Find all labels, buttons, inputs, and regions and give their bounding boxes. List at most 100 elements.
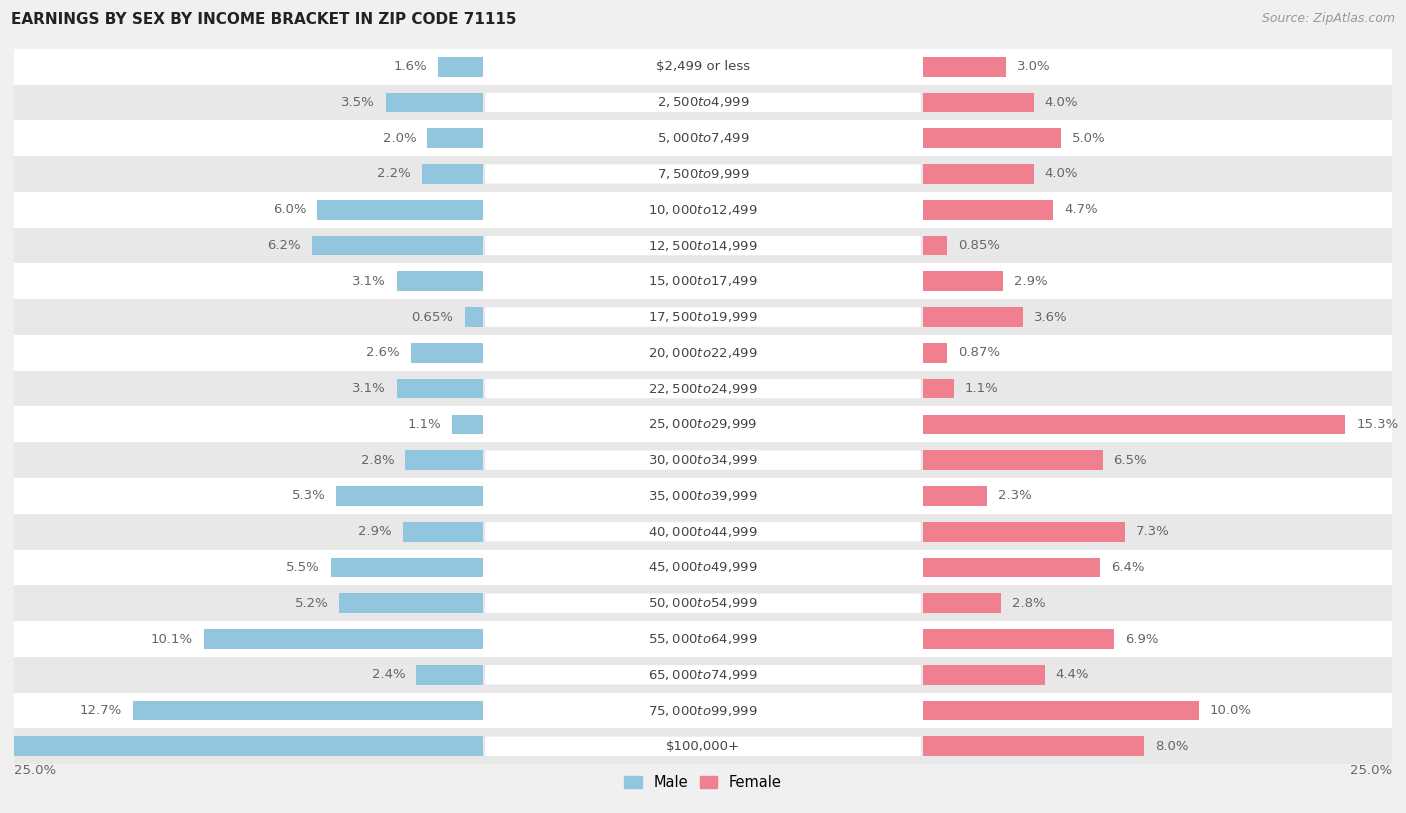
Text: 1.1%: 1.1% <box>965 382 998 395</box>
Text: $25,000 to $29,999: $25,000 to $29,999 <box>648 417 758 432</box>
Bar <box>14 85 1392 120</box>
Text: $40,000 to $44,999: $40,000 to $44,999 <box>648 524 758 539</box>
Bar <box>318 200 482 220</box>
FancyBboxPatch shape <box>485 307 921 327</box>
Bar <box>14 49 1392 85</box>
Text: 1.6%: 1.6% <box>394 60 427 73</box>
FancyBboxPatch shape <box>485 593 921 613</box>
Bar <box>14 514 1392 550</box>
Text: 2.0%: 2.0% <box>382 132 416 145</box>
Text: 5.5%: 5.5% <box>287 561 321 574</box>
FancyBboxPatch shape <box>485 415 921 434</box>
FancyBboxPatch shape <box>485 236 921 255</box>
Text: 10.0%: 10.0% <box>1211 704 1253 717</box>
Text: 6.0%: 6.0% <box>273 203 307 216</box>
Bar <box>416 665 482 685</box>
Text: 5.0%: 5.0% <box>1073 132 1107 145</box>
Bar <box>924 128 1062 148</box>
Bar <box>330 558 482 577</box>
Text: 2.3%: 2.3% <box>998 489 1032 502</box>
Text: 4.4%: 4.4% <box>1056 668 1090 681</box>
Bar <box>453 415 482 434</box>
Text: 0.65%: 0.65% <box>412 311 454 324</box>
FancyBboxPatch shape <box>485 57 921 76</box>
Text: $50,000 to $54,999: $50,000 to $54,999 <box>648 596 758 611</box>
Bar <box>924 236 946 255</box>
Text: 10.1%: 10.1% <box>150 633 193 646</box>
Text: $5,000 to $7,499: $5,000 to $7,499 <box>657 131 749 146</box>
Text: 4.0%: 4.0% <box>1045 167 1078 180</box>
Bar <box>14 371 1392 406</box>
Text: $7,500 to $9,999: $7,500 to $9,999 <box>657 167 749 181</box>
Text: $15,000 to $17,499: $15,000 to $17,499 <box>648 274 758 289</box>
Bar <box>924 701 1199 720</box>
Text: 5.3%: 5.3% <box>291 489 325 502</box>
Bar <box>924 343 948 363</box>
Bar <box>396 272 482 291</box>
Text: $17,500 to $19,999: $17,500 to $19,999 <box>648 310 758 324</box>
Bar <box>132 701 482 720</box>
FancyBboxPatch shape <box>485 701 921 720</box>
Text: 2.2%: 2.2% <box>377 167 411 180</box>
Bar <box>14 263 1392 299</box>
Text: 25.0%: 25.0% <box>14 764 56 777</box>
Text: 2.8%: 2.8% <box>1012 597 1045 610</box>
FancyBboxPatch shape <box>485 486 921 506</box>
Text: 3.5%: 3.5% <box>342 96 375 109</box>
Bar <box>924 522 1125 541</box>
Bar <box>924 629 1114 649</box>
Bar <box>439 57 482 76</box>
Bar <box>339 593 482 613</box>
Legend: Male, Female: Male, Female <box>619 770 787 796</box>
Text: 15.3%: 15.3% <box>1357 418 1399 431</box>
Bar <box>14 693 1392 728</box>
Bar <box>14 120 1392 156</box>
Bar <box>924 486 987 506</box>
Text: 25.0%: 25.0% <box>1350 764 1392 777</box>
FancyBboxPatch shape <box>485 522 921 541</box>
Text: $2,499 or less: $2,499 or less <box>657 60 749 73</box>
Text: $35,000 to $39,999: $35,000 to $39,999 <box>648 489 758 503</box>
Bar <box>14 621 1392 657</box>
Text: 4.7%: 4.7% <box>1064 203 1098 216</box>
Text: 3.1%: 3.1% <box>353 275 387 288</box>
FancyBboxPatch shape <box>485 272 921 291</box>
Text: $100,000+: $100,000+ <box>666 740 740 753</box>
Bar <box>924 450 1102 470</box>
Text: $22,500 to $24,999: $22,500 to $24,999 <box>648 381 758 396</box>
FancyBboxPatch shape <box>485 200 921 220</box>
Bar <box>411 343 482 363</box>
Text: 3.1%: 3.1% <box>353 382 387 395</box>
FancyBboxPatch shape <box>485 450 921 470</box>
Bar <box>14 657 1392 693</box>
Bar <box>336 486 482 506</box>
Text: 2.6%: 2.6% <box>366 346 399 359</box>
Bar <box>924 57 1007 76</box>
Bar <box>14 442 1392 478</box>
Text: 4.0%: 4.0% <box>1045 96 1078 109</box>
Bar <box>14 728 1392 764</box>
Text: $75,000 to $99,999: $75,000 to $99,999 <box>648 703 758 718</box>
Text: 7.3%: 7.3% <box>1136 525 1170 538</box>
Text: $65,000 to $74,999: $65,000 to $74,999 <box>648 667 758 682</box>
Text: 0.85%: 0.85% <box>957 239 1000 252</box>
Bar <box>464 307 482 327</box>
Bar <box>204 629 482 649</box>
Bar <box>14 335 1392 371</box>
Text: 6.2%: 6.2% <box>267 239 301 252</box>
FancyBboxPatch shape <box>485 379 921 398</box>
FancyBboxPatch shape <box>485 93 921 112</box>
Bar <box>924 737 1144 756</box>
Text: $2,500 to $4,999: $2,500 to $4,999 <box>657 95 749 110</box>
Text: 6.5%: 6.5% <box>1114 454 1147 467</box>
Bar <box>402 522 482 541</box>
Text: 1.1%: 1.1% <box>408 418 441 431</box>
Bar <box>14 550 1392 585</box>
FancyBboxPatch shape <box>485 629 921 649</box>
Text: $12,500 to $14,999: $12,500 to $14,999 <box>648 238 758 253</box>
FancyBboxPatch shape <box>485 164 921 184</box>
Text: $10,000 to $12,499: $10,000 to $12,499 <box>648 202 758 217</box>
FancyBboxPatch shape <box>485 737 921 756</box>
Bar <box>924 307 1022 327</box>
Text: $45,000 to $49,999: $45,000 to $49,999 <box>648 560 758 575</box>
